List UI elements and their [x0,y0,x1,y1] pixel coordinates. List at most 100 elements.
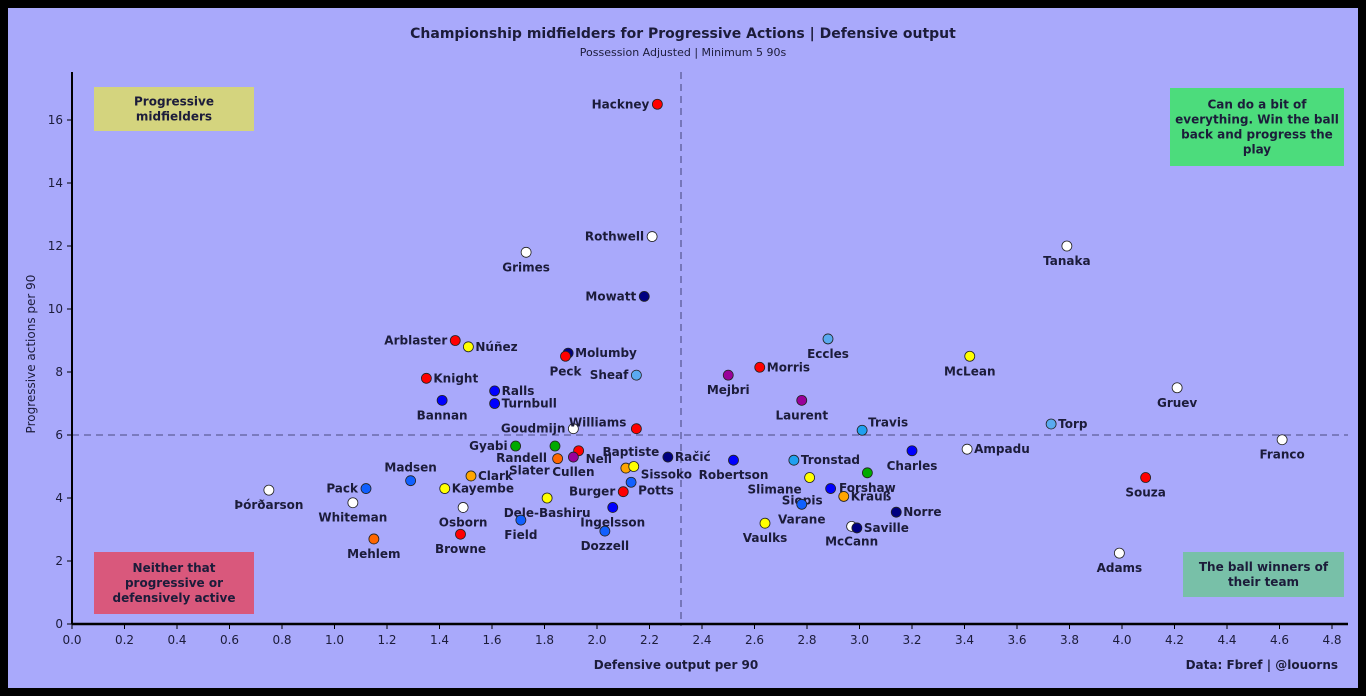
scatter-chart: Championship midfielders for Progressive… [24,26,1348,672]
point-label: Laurent [775,408,828,422]
x-tick-label: 3.0 [850,633,869,647]
point-marker [462,341,474,353]
data-point: Laurent [775,394,828,422]
point-marker [822,333,834,345]
point-marker [964,350,976,362]
data-point: Osborn [439,502,488,529]
x-tick-label: 2.0 [587,633,606,647]
point-label: Mejbri [707,383,750,397]
data-point: Whiteman [318,497,387,525]
point-label: Ampadu [974,442,1030,456]
point-label: Saville [864,521,909,535]
point-label: Bannan [417,408,468,422]
x-tick-label: 3.8 [1060,633,1079,647]
data-point: Dele-Bashiru [504,492,591,520]
data-point: Hackney [592,97,663,111]
x-tick-label: 3.6 [1007,633,1026,647]
point-label: Tanaka [1043,254,1090,268]
quadrant-label-text: Can do a bit of [1208,98,1308,112]
point-label: Souza [1125,486,1166,500]
point-marker [567,423,579,435]
point-marker [1045,418,1057,430]
point-label: Grimes [502,260,550,274]
x-tick-label: 4.2 [1165,633,1184,647]
point-marker [638,290,650,302]
data-point: Bannan [417,394,468,422]
quadrant-label-text: progressive or [125,576,223,590]
data-point: Varane [778,498,825,526]
x-tick-label: 0.2 [115,633,134,647]
data-point: Knight [420,371,478,385]
data-point: Burger [569,485,629,499]
data-point: McLean [944,350,995,378]
point-label: Whiteman [318,511,387,525]
point-marker [825,483,837,494]
data-point: Tronstad [788,453,860,467]
point-label: Sheaf [590,368,629,382]
point-marker [449,335,461,346]
point-label: Arblaster [384,334,447,348]
point-marker [541,492,553,504]
point-marker [607,502,619,513]
point-label: McLean [944,364,995,378]
point-label: Forshaw [839,481,896,495]
data-point: Torp [1045,417,1088,431]
quadrant-label-text: Neither that [133,561,216,575]
data-point: Baptiste [603,445,659,474]
data-point: Račić [662,450,711,464]
point-marker [1276,434,1288,446]
data-point: Williams [569,416,642,435]
point-label: Franco [1259,448,1304,462]
data-point: Arblaster [384,334,461,348]
point-label: Ralls [502,384,535,398]
data-point: Kayembe [439,482,514,496]
x-tick-label: 2.2 [640,633,659,647]
point-label: Goudmijn [501,422,566,436]
point-label: McCann [825,534,878,548]
point-label: Torp [1058,417,1088,431]
point-marker [788,454,800,466]
data-point: Pack [326,482,372,496]
quadrant-box [94,87,254,131]
point-label: Dele-Bashiru [504,506,591,520]
y-tick-label: 10 [48,302,63,316]
point-marker [796,498,808,510]
point-label: Osborn [439,515,488,529]
data-point: Souza [1125,472,1166,500]
point-label: Charles [887,459,938,473]
point-marker [838,491,850,502]
data-point: Slimane [747,472,816,497]
point-marker [1171,382,1183,394]
data-point: Madsen [384,461,437,487]
point-marker [851,522,863,534]
data-point: Mejbri [707,369,750,397]
x-tick-label: 3.4 [955,633,974,647]
point-marker [549,440,561,452]
data-point: Gyabi [469,439,522,453]
x-tick-label: 0.4 [167,633,186,647]
point-marker [368,533,380,545]
quadrant-box [1183,552,1344,597]
quadrant-label-text: The ball winners of [1199,560,1329,574]
point-label: Eccles [807,347,849,361]
data-point: Grimes [502,246,550,274]
point-label: Norre [903,505,941,519]
point-label: Mehlem [347,547,400,561]
data-point: Goudmijn [501,422,579,436]
point-label: Peck [549,364,582,378]
quadrant-box [94,552,254,614]
point-marker [560,350,571,362]
point-marker [263,484,275,496]
point-marker [906,445,918,457]
data-point: Gruev [1157,382,1197,410]
point-marker [651,98,663,110]
data-point: Núñez [462,340,518,354]
point-label: Travis [868,415,908,429]
quadrant-label-text: midfielders [136,110,212,124]
point-label: Mowatt [585,289,636,303]
point-label: Turnbull [502,397,557,411]
point-label: Gruev [1157,396,1197,410]
data-point: Slater [509,453,564,478]
